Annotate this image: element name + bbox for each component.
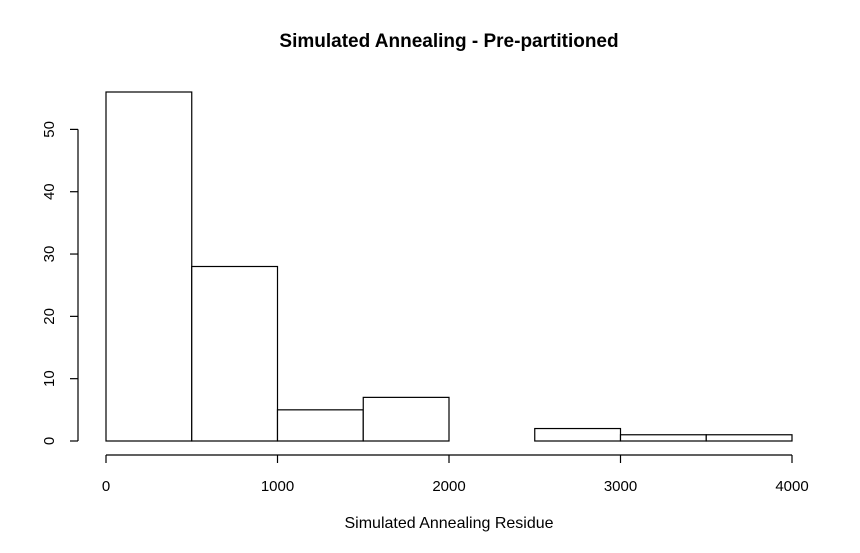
chart-title: Simulated Annealing - Pre-partitioned xyxy=(279,31,618,52)
bars-group xyxy=(105,91,793,442)
x-tick-label: 3000 xyxy=(604,478,637,495)
y-axis: 0 10 20 30 40 50 xyxy=(41,121,79,445)
histogram-bar-3 xyxy=(362,396,450,442)
x-tick-label: 4000 xyxy=(775,478,808,495)
histogram-bar-6 xyxy=(619,434,707,442)
x-tick-label: 1000 xyxy=(261,478,294,495)
y-tick-label: 0 xyxy=(41,437,58,445)
x-tick-label: 0 xyxy=(102,478,110,495)
y-tick-label: 30 xyxy=(41,246,58,263)
x-axis-label: Simulated Annealing Residue xyxy=(344,515,553,532)
histogram-bar-2 xyxy=(276,409,364,442)
y-tick-label: 40 xyxy=(41,183,58,200)
histogram-bar-0 xyxy=(105,91,193,442)
histogram-bar-1 xyxy=(191,265,279,442)
x-axis: 0 1000 2000 3000 4000 xyxy=(102,454,809,495)
histogram-bar-5 xyxy=(534,427,622,442)
x-tick-label: 2000 xyxy=(432,478,465,495)
histogram-bar-7 xyxy=(705,434,793,442)
y-tick-label: 20 xyxy=(41,308,58,325)
y-tick-label: 50 xyxy=(41,121,58,138)
y-tick-label: 10 xyxy=(41,370,58,387)
